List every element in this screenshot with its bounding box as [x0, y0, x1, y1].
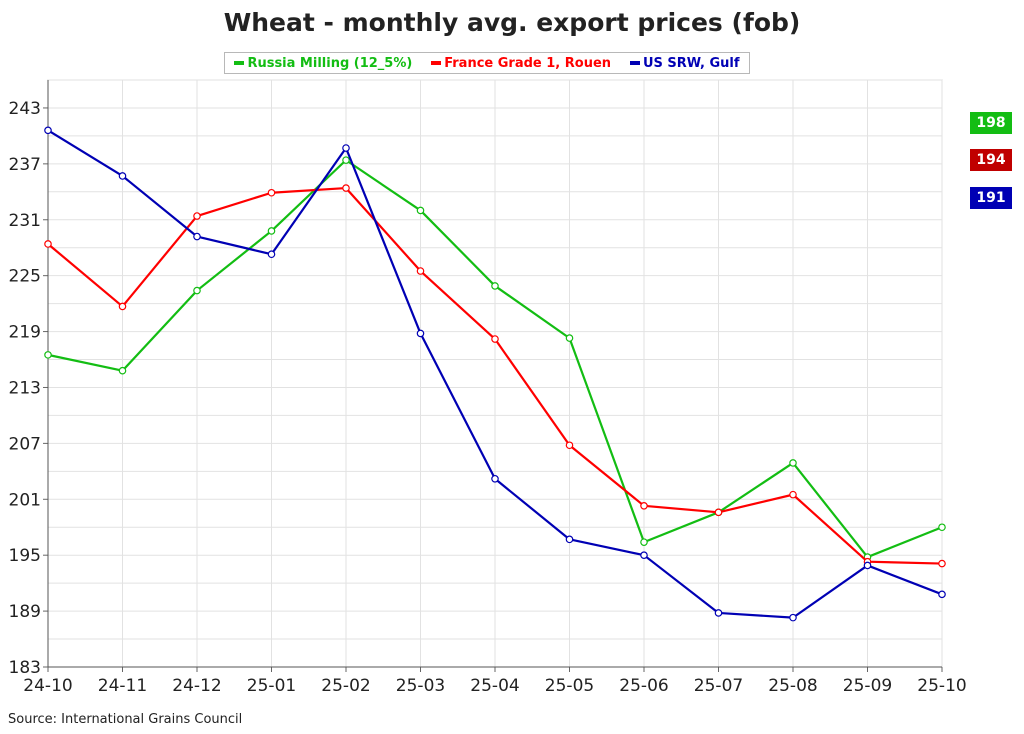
- y-tick-label: 225: [9, 267, 41, 287]
- x-tick-label: 25-04: [470, 676, 519, 696]
- data-point-us: [565, 535, 574, 544]
- data-point-france: [789, 490, 797, 499]
- legend-item-us: US SRW, Gulf: [629, 55, 740, 71]
- x-tick-label: 25-05: [545, 676, 594, 696]
- y-tick-label: 243: [9, 99, 41, 119]
- y-tick-label: 207: [9, 434, 41, 454]
- data-point-france: [714, 508, 723, 517]
- legend-swatch-us: [629, 61, 640, 65]
- x-tick-label: 24-12: [172, 676, 221, 696]
- data-point-france: [565, 441, 574, 450]
- data-point-us: [640, 551, 648, 559]
- x-tick-label: 25-09: [843, 676, 892, 696]
- x-tick-label: 25-07: [694, 676, 743, 696]
- data-point-us: [416, 329, 425, 338]
- x-tick-label: 24-10: [23, 676, 72, 696]
- source-note: Source: International Grains Council: [8, 712, 243, 727]
- legend-swatch-france: [431, 61, 442, 65]
- data-point-us: [938, 590, 946, 599]
- y-tick-label: 213: [9, 378, 41, 398]
- x-tick-label: 25-06: [619, 676, 668, 696]
- last-value-badge-russia: 198: [970, 112, 1012, 134]
- x-tick-label: 25-08: [768, 676, 817, 696]
- data-point-us: [118, 172, 127, 180]
- data-point-france: [193, 212, 201, 220]
- data-point-france: [938, 559, 946, 568]
- data-point-us: [789, 613, 797, 622]
- legend-item-russia: Russia Milling (12_5%): [234, 56, 412, 71]
- data-point-russia: [118, 366, 127, 375]
- y-tick-label: 231: [9, 211, 41, 231]
- chart-title: Wheat - monthly avg. export prices (fob): [223, 8, 801, 37]
- data-point-us: [491, 474, 499, 483]
- data-point-russia: [491, 282, 499, 290]
- x-tick-label: 25-03: [396, 676, 445, 696]
- y-tick-label: 219: [9, 323, 41, 343]
- data-point-russia: [938, 523, 946, 532]
- legend-label-russia: Russia Milling (12_5%): [247, 55, 413, 71]
- data-point-us: [193, 232, 201, 241]
- data-point-us: [267, 250, 276, 259]
- legend: Russia Milling (12_5%) France Grade 1, R…: [224, 52, 750, 74]
- data-point-russia: [342, 156, 350, 164]
- legend-swatch-russia: [234, 61, 245, 65]
- data-point-france: [640, 502, 648, 510]
- data-point-france: [416, 267, 425, 275]
- legend-label-us: US SRW, Gulf: [642, 55, 740, 71]
- y-tick-label: 237: [9, 155, 41, 175]
- x-tick-label: 25-10: [917, 676, 966, 696]
- data-point-france: [267, 188, 276, 197]
- data-point-russia: [640, 538, 648, 546]
- data-point-us: [714, 609, 723, 617]
- data-point-france: [44, 240, 52, 248]
- data-point-russia: [416, 206, 425, 215]
- x-tick-label: 25-02: [321, 676, 370, 696]
- data-point-france: [118, 302, 127, 311]
- legend-label-france: France Grade 1, Rouen: [444, 55, 612, 71]
- last-value-badge-france: 194: [970, 149, 1012, 171]
- x-tick-label: 25-01: [247, 676, 296, 696]
- y-tick-label: 201: [9, 490, 41, 510]
- y-tick-label: 183: [9, 658, 41, 678]
- last-value-badge-us: 191: [970, 187, 1012, 209]
- x-tick-label: 24-11: [98, 676, 147, 696]
- data-point-russia: [565, 334, 574, 342]
- data-point-france: [342, 184, 350, 192]
- data-point-russia: [193, 286, 201, 295]
- y-tick-label: 189: [9, 602, 41, 622]
- data-point-us: [863, 561, 872, 570]
- data-point-france: [491, 335, 499, 343]
- data-point-us: [44, 126, 52, 135]
- y-tick-label: 195: [9, 546, 41, 566]
- data-point-russia: [267, 227, 276, 235]
- legend-item-france: France Grade 1, Rouen: [431, 56, 611, 71]
- data-point-us: [342, 144, 350, 152]
- data-point-russia: [44, 351, 52, 359]
- data-point-russia: [789, 459, 797, 467]
